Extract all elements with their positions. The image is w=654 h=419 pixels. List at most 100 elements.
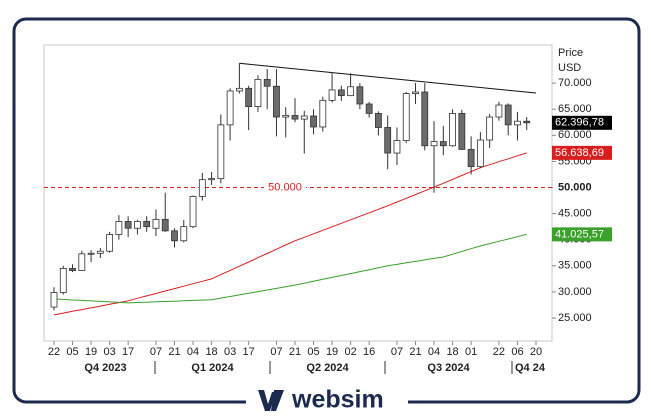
- candle-body: [134, 221, 141, 229]
- y-tick-label: 45.000: [558, 208, 592, 220]
- reference-label: 50.000: [268, 181, 302, 193]
- candle-body: [347, 86, 355, 97]
- candle-body: [337, 89, 345, 97]
- candle-body: [69, 268, 76, 271]
- candle-body: [124, 221, 132, 229]
- brand: websim: [291, 386, 384, 414]
- candle-body: [458, 112, 466, 150]
- candle-body: [523, 120, 531, 124]
- quarter-label: Q2 2024: [306, 362, 349, 374]
- candle-body: [375, 112, 382, 128]
- candle-body: [384, 127, 392, 154]
- candle-body: [87, 252, 95, 255]
- ma-price-box: [552, 227, 612, 242]
- x-tick-label: 06: [511, 346, 523, 358]
- x-tick-label: 21: [289, 346, 301, 358]
- x-tick-label: 04: [428, 346, 440, 358]
- y-tick-label: 70.000: [558, 77, 592, 89]
- reference-axis-label: 50.000: [558, 181, 592, 193]
- y-tick-label: 60.000: [558, 129, 592, 141]
- candle-body: [514, 120, 521, 126]
- quarter-label: Q4 24: [515, 362, 546, 374]
- x-tick-label: 07: [391, 346, 403, 358]
- candle-body: [143, 221, 151, 228]
- candle-body: [198, 179, 206, 197]
- candle-body: [504, 104, 512, 126]
- x-tick-label: 19: [326, 346, 338, 358]
- x-tick-label: 02: [344, 346, 356, 358]
- candle-body: [319, 99, 327, 128]
- candle-body: [495, 104, 503, 118]
- x-tick-label: 05: [66, 346, 78, 358]
- y-tick-label: 25.000: [558, 312, 592, 324]
- x-tick-label: 04: [187, 346, 199, 358]
- x-tick-label: 22: [48, 346, 60, 358]
- reference-label-bg: [264, 180, 306, 195]
- candle-body: [328, 89, 336, 101]
- candle-body: [421, 91, 429, 147]
- candle-body: [273, 85, 280, 118]
- x-tick-label: 17: [122, 346, 134, 358]
- candle-body: [365, 103, 373, 114]
- x-tick-label: 05: [307, 346, 319, 358]
- x-tick-label: 21: [409, 346, 421, 358]
- ma-price-box: [552, 145, 612, 160]
- candle-body: [217, 124, 225, 180]
- candle-body: [235, 87, 243, 92]
- candle-body: [412, 91, 419, 94]
- quarter-label: Q4 2023: [84, 362, 126, 374]
- candle-body: [226, 90, 234, 126]
- candle-body: [310, 115, 317, 128]
- x-tick-label: 21: [168, 346, 180, 358]
- candle-body: [300, 115, 308, 120]
- x-tick-label: 03: [224, 346, 236, 358]
- x-tick-label: 07: [150, 346, 162, 358]
- candle-body: [115, 221, 123, 235]
- axis-title: Price: [558, 47, 583, 59]
- x-tick-label: 20: [530, 346, 542, 358]
- candle-body: [291, 115, 299, 120]
- candle-body: [78, 253, 86, 271]
- candle-body: [180, 226, 188, 242]
- last-price-box: [552, 115, 612, 130]
- candle-body: [402, 93, 410, 141]
- axis-unit: USD: [558, 62, 581, 74]
- ma-price-label: 41.025,57: [555, 228, 604, 240]
- candle-body: [449, 112, 456, 147]
- quarter-label: Q3 2024: [427, 362, 470, 374]
- x-tick-label: 07: [270, 346, 282, 358]
- y-tick-label: 35.000: [558, 260, 592, 272]
- last-price-label: 62.396,78: [555, 117, 604, 129]
- candle-body: [282, 115, 290, 118]
- x-tick-label: 19: [85, 346, 97, 358]
- plot-border: [43, 44, 553, 342]
- x-tick-label: 18: [205, 346, 217, 358]
- candle-body: [467, 149, 475, 168]
- candle-body: [263, 79, 271, 87]
- candle-body: [393, 140, 401, 154]
- x-tick-label: 17: [243, 346, 255, 358]
- reference-axis-bg: [553, 180, 611, 195]
- candle-body: [356, 86, 364, 105]
- candle-body: [152, 218, 160, 229]
- candle-body: [171, 230, 178, 242]
- candle-body: [50, 292, 58, 308]
- logo-icon: [258, 390, 284, 411]
- y-tick-label: 65.000: [558, 103, 592, 115]
- ma-line: [53, 233, 527, 304]
- candle-body: [439, 141, 447, 147]
- x-tick-label: 03: [103, 346, 115, 358]
- y-tick-label: 30.000: [558, 286, 592, 298]
- x-tick-label: 16: [363, 346, 375, 358]
- quarter-label: Q1 2024: [191, 362, 234, 374]
- candle-body: [161, 218, 169, 232]
- candle-body: [254, 79, 262, 108]
- candle-body: [208, 178, 215, 181]
- candle-body: [189, 195, 197, 228]
- frame: [12, 17, 641, 404]
- trendline: [239, 62, 537, 94]
- x-tick-label: 22: [493, 346, 505, 358]
- candle-body: [245, 87, 253, 108]
